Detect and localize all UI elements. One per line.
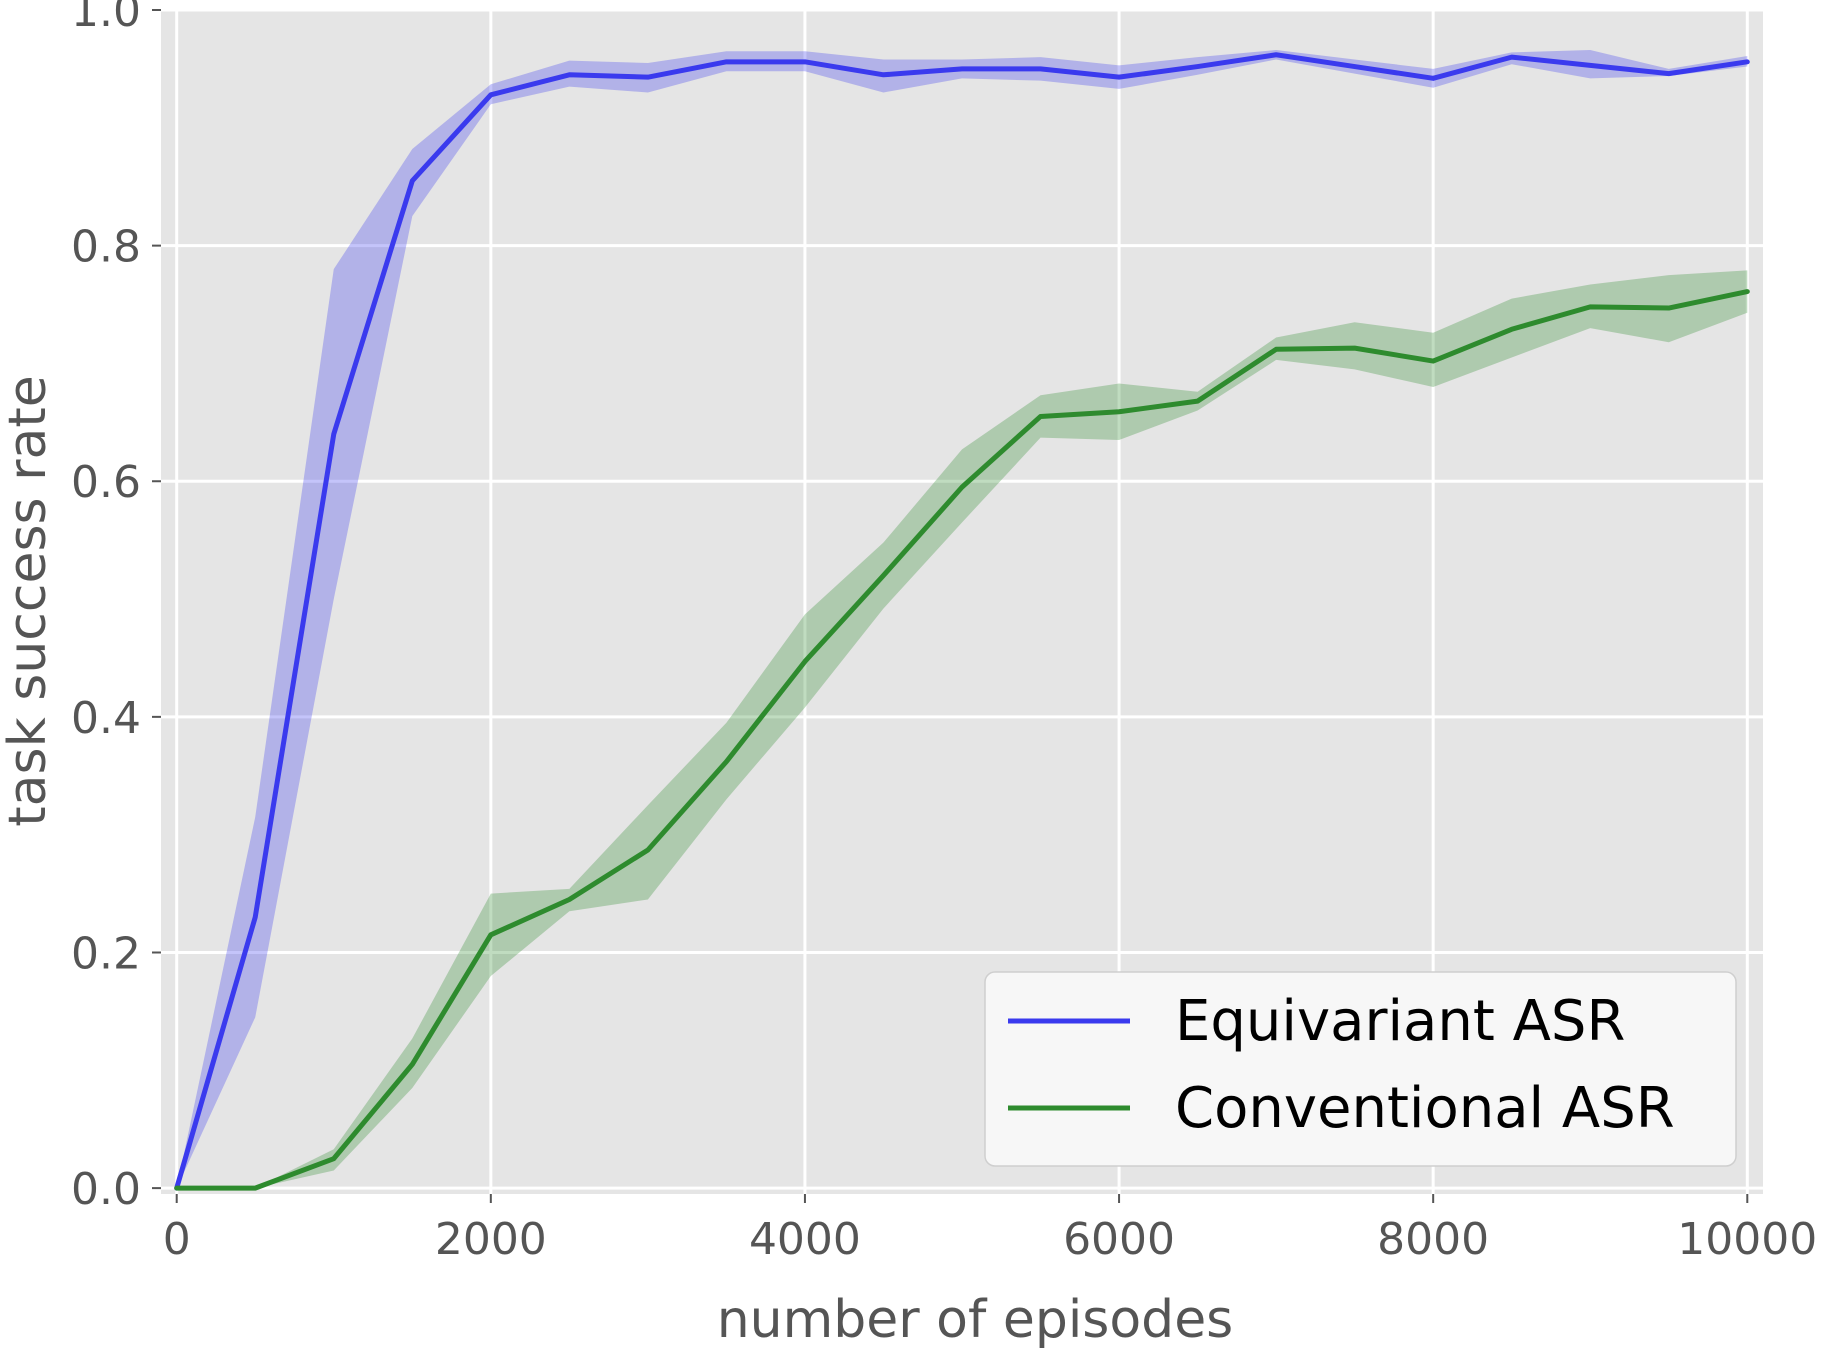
series-line-1 bbox=[174, 289, 1750, 1191]
y-tick-label: 0.0 bbox=[71, 1164, 141, 1215]
legend-label-equivariant: Equivariant ASR bbox=[1175, 989, 1625, 1054]
series-line-0 bbox=[174, 52, 1750, 1191]
legend: Equivariant ASR Conventional ASR bbox=[984, 971, 1737, 1167]
x-tick-label: 4000 bbox=[749, 1214, 861, 1265]
series-lines bbox=[174, 52, 1750, 1191]
x-tick-label: 8000 bbox=[1377, 1214, 1489, 1265]
y-tick-label: 0.4 bbox=[71, 693, 141, 744]
y-tick-label: 0.6 bbox=[71, 457, 141, 508]
axis-ticks: 0 2000 4000 6000 8000 10000 0.0 0.2 0.4 0.6 0.8 1.0 bbox=[71, 0, 1817, 1265]
y-tick-label: 0.2 bbox=[71, 928, 141, 979]
grid bbox=[161, 8, 1763, 1194]
legend-label-conventional: Conventional ASR bbox=[1175, 1076, 1675, 1141]
y-tick-label: 1.0 bbox=[71, 0, 141, 37]
x-tick-label: 2000 bbox=[435, 1214, 547, 1265]
y-axis-label: task success rate bbox=[0, 375, 58, 827]
confidence-band-series-1 bbox=[176, 270, 1748, 1189]
confidence-bands bbox=[176, 50, 1748, 1189]
legend-box bbox=[984, 971, 1737, 1167]
x-tick-label: 6000 bbox=[1063, 1214, 1175, 1265]
y-tick-label: 0.8 bbox=[71, 222, 141, 273]
x-tick-label: 0 bbox=[163, 1214, 191, 1265]
x-tick-label: 10000 bbox=[1677, 1214, 1817, 1265]
x-axis-label: number of episodes bbox=[717, 1290, 1234, 1349]
